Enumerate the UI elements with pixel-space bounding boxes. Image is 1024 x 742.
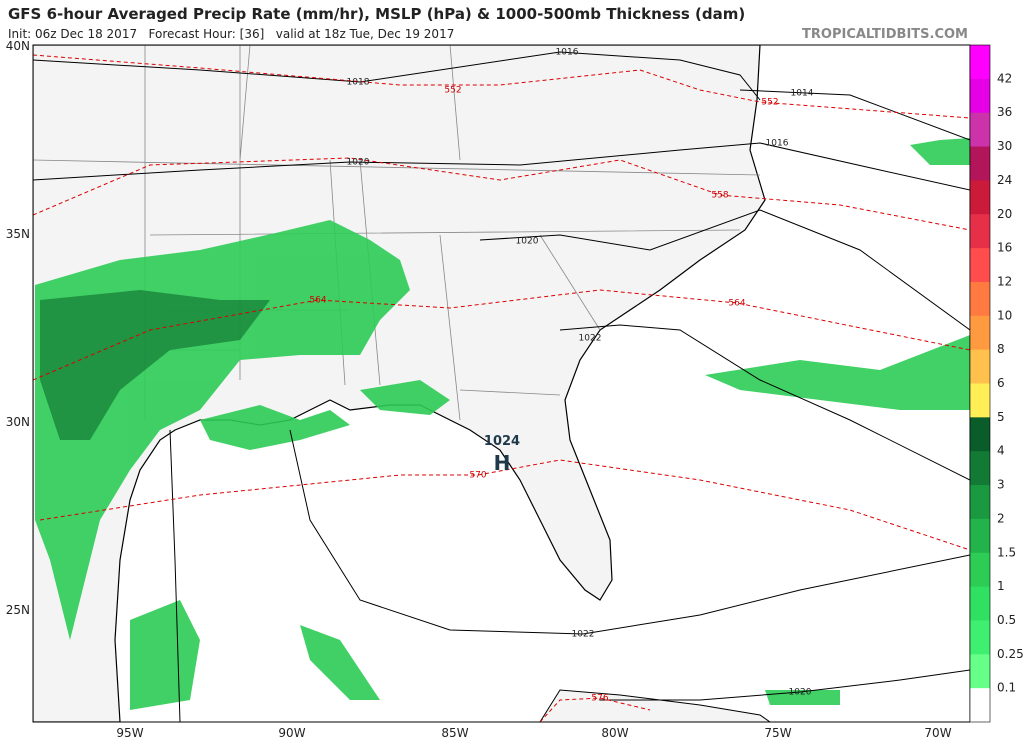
isobar-label: 1020 — [516, 237, 539, 247]
colorbar-label: 30 — [997, 139, 1012, 153]
colorbar-bin — [970, 281, 990, 317]
site: TROPICALTIDBITS.COM — [802, 27, 968, 42]
colorbar-bin — [970, 654, 990, 689]
lon-label: 90W — [278, 726, 305, 740]
colorbar-label: 12 — [997, 274, 1012, 288]
colorbar-frame — [969, 44, 991, 723]
isobar-label: 1016 — [766, 139, 789, 149]
colorbar-bin — [970, 214, 990, 249]
colorbar-bin — [970, 518, 990, 554]
colorbar-label: 10 — [997, 308, 1012, 322]
lon-label: 95W — [116, 726, 143, 740]
colorbar-label: 4 — [997, 444, 1005, 458]
colorbar-label: 20 — [997, 207, 1012, 221]
subtitle: Init: 06z Dec 18 2017 Forecast Hour: [36… — [8, 27, 454, 41]
colorbar-bin — [970, 349, 990, 384]
lon-label: 70W — [924, 726, 951, 740]
colorbar-label: 42 — [997, 71, 1012, 85]
colorbar-bin — [970, 552, 990, 588]
thickness-label: 552 — [761, 98, 778, 108]
colorbar-bin — [970, 112, 990, 148]
colorbar-label: 0.5 — [997, 613, 1016, 627]
lat-label: 25N — [6, 603, 30, 617]
isobar-label: 1016 — [556, 48, 579, 58]
colorbar-bin — [970, 248, 990, 283]
lat-label: 35N — [6, 227, 30, 241]
title: GFS 6-hour Averaged Precip Rate (mm/hr),… — [8, 5, 745, 23]
isobar-label: 1018 — [347, 78, 370, 88]
colorbar-label: 0.1 — [997, 681, 1016, 695]
lon-labels: 95W 90W 85W 80W 75W 70W — [116, 726, 951, 740]
colorbar-bin — [970, 383, 990, 418]
colorbar-label: 3 — [997, 478, 1005, 492]
contour-labels: 1016 1018 552 1014 552 1016 1020 558 102… — [309, 48, 813, 704]
isobar-label: 1022 — [572, 630, 595, 640]
isobar-label: 1014 — [791, 89, 814, 99]
colorbar-label: 0.25 — [997, 647, 1024, 661]
colorbar-bin — [970, 315, 990, 351]
colorbar-label: 36 — [997, 105, 1012, 119]
isobar-label: 1020 — [347, 158, 370, 168]
colorbar-bin — [970, 417, 990, 452]
colorbar: 42 36 30 24 20 16 12 10 8 6 5 4 3 2 1.5 1 0.5 0.25 0.1 — [969, 44, 1024, 723]
colorbar-bin — [970, 688, 990, 723]
colorbar-bin — [970, 485, 990, 520]
map: 40N 35N 30N 25N 95W 90W 85W 80W 75W 70W … — [6, 39, 971, 740]
colorbar-label: 24 — [997, 173, 1012, 187]
lat-label: 30N — [6, 415, 30, 429]
colorbar-bin — [970, 620, 990, 655]
thickness-label: 564 — [309, 296, 326, 306]
thickness-label: 564 — [728, 299, 745, 309]
thickness-label: 576 — [591, 694, 608, 704]
thickness-label: 552 — [444, 86, 461, 96]
lat-labels: 40N 35N 30N 25N — [6, 39, 30, 617]
colorbar-label: 5 — [997, 410, 1005, 424]
colorbar-label: 2 — [997, 511, 1005, 525]
isobar-label: 1022 — [579, 334, 602, 344]
colorbar-bin — [970, 586, 990, 621]
thickness-label: 570 — [469, 471, 486, 481]
lon-label: 80W — [601, 726, 628, 740]
high-pressure-letter: H — [494, 451, 511, 475]
colorbar-label: 8 — [997, 342, 1005, 356]
colorbar-label: 1 — [997, 579, 1005, 593]
colorbar-label: 16 — [997, 241, 1012, 255]
thickness-label: 558 — [711, 191, 728, 201]
colorbar-bin — [970, 45, 990, 80]
colorbar-bin — [970, 78, 990, 114]
colorbar-bin — [970, 146, 990, 181]
colorbar-bin — [970, 180, 990, 215]
lon-label: 85W — [441, 726, 468, 740]
high-pressure-value: 1024 — [484, 434, 520, 449]
colorbar-label: 1.5 — [997, 545, 1016, 559]
lat-label: 40N — [6, 39, 30, 53]
lon-label: 75W — [764, 726, 791, 740]
isobar-label: 1020 — [789, 688, 812, 698]
colorbar-label: 6 — [997, 376, 1005, 390]
colorbar-bin — [970, 451, 990, 486]
